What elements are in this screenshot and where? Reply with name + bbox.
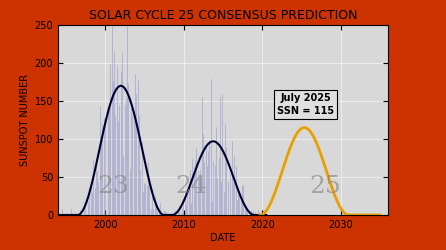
- Text: 24: 24: [176, 175, 207, 198]
- Y-axis label: SUNSPOT NUMBER: SUNSPOT NUMBER: [21, 74, 30, 166]
- Text: 23: 23: [97, 175, 129, 198]
- Text: 25: 25: [309, 175, 341, 198]
- X-axis label: DATE: DATE: [211, 233, 235, 243]
- Text: July 2025
SSN = 115: July 2025 SSN = 115: [277, 93, 334, 116]
- Title: SOLAR CYCLE 25 CONSENSUS PREDICTION: SOLAR CYCLE 25 CONSENSUS PREDICTION: [89, 10, 357, 22]
